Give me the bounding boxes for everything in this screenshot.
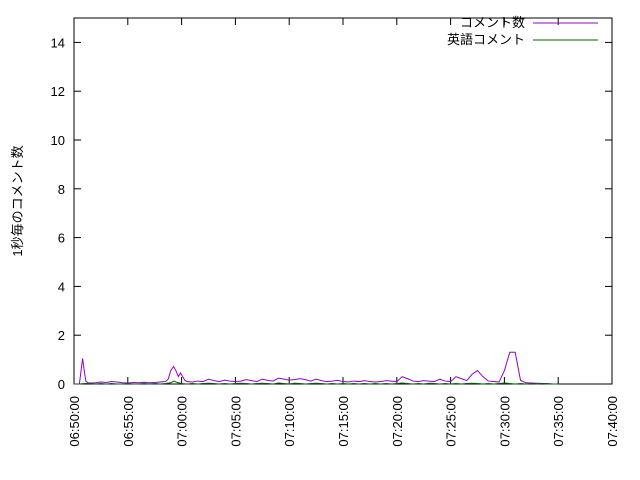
plot-frame	[73, 17, 613, 385]
y-axis-ticks: 0 2 4 6 8 10 12 14	[51, 35, 612, 392]
y-tick-label: 6	[58, 231, 65, 246]
y-tick-label: 4	[58, 279, 65, 294]
x-tick-label: 07:20:00	[390, 396, 405, 447]
y-tick-label: 2	[58, 328, 65, 343]
x-tick-label: 07:40:00	[605, 396, 620, 447]
y-tick-label: 10	[51, 133, 65, 148]
x-tick-label: 06:50:00	[67, 396, 82, 447]
x-tick-label: 07:10:00	[282, 396, 297, 447]
x-tick-label: 07:05:00	[228, 396, 243, 447]
y-axis-label: 1秒毎のコメント数	[10, 145, 25, 256]
y-axis-title: 1秒毎のコメント数	[10, 145, 25, 256]
x-tick-label: 07:25:00	[444, 396, 459, 447]
y-tick-label: 12	[51, 84, 65, 99]
series-line-2	[74, 380, 559, 385]
legend-label-2: 英語コメント	[447, 32, 525, 47]
x-tick-label: 07:00:00	[175, 396, 190, 447]
x-tick-label: 07:15:00	[336, 396, 351, 447]
series-layer	[74, 351, 559, 385]
y-tick-label: 14	[51, 35, 65, 50]
x-tick-label: 07:30:00	[497, 396, 512, 447]
legend-label-1: コメント数	[460, 15, 525, 30]
x-axis-ticks: 06:50:00 06:55:00 07:00:00 07:05:00 07:10:00…	[67, 18, 620, 447]
series-line-1	[74, 351, 559, 385]
plot-border	[73, 17, 613, 385]
x-tick-label: 06:55:00	[121, 396, 136, 447]
y-tick-label: 8	[58, 182, 65, 197]
x-tick-label: 07:35:00	[551, 396, 566, 447]
y-tick-label: 0	[58, 377, 65, 392]
